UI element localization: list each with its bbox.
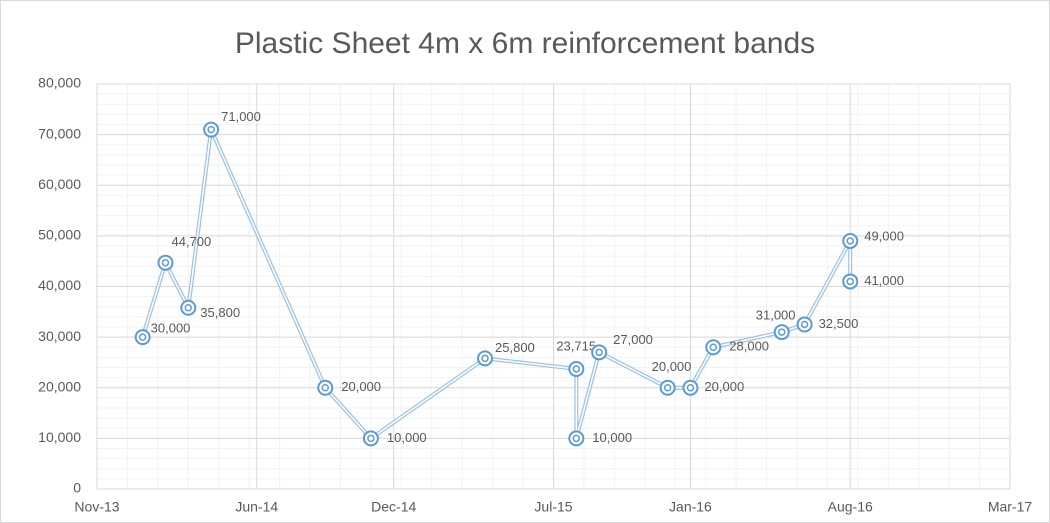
data-point-inner (778, 328, 786, 336)
data-point (842, 273, 859, 290)
data-label: 23,715 (556, 338, 596, 353)
y-tick-label: 10,000 (38, 429, 81, 445)
data-point-inner (800, 320, 809, 329)
y-tick-label: 50,000 (38, 227, 81, 243)
data-point (568, 360, 585, 377)
data-label: 27,000 (613, 332, 653, 347)
data-label: 41,000 (864, 273, 904, 288)
y-tick-label: 0 (73, 480, 81, 496)
y-tick-label: 70,000 (38, 125, 81, 141)
y-tick-label: 20,000 (38, 378, 81, 394)
data-point-inner (709, 343, 718, 351)
data-point (203, 121, 220, 138)
data-label: 10,000 (592, 430, 632, 445)
x-tick-label: Jan-16 (669, 499, 712, 515)
data-point (180, 299, 197, 316)
data-point (659, 379, 676, 396)
x-tick-label: Dec-14 (371, 499, 416, 515)
data-point-inner (207, 125, 215, 134)
x-tick-label: Mar-17 (988, 499, 1033, 515)
x-tick-label: Jul-15 (534, 499, 572, 515)
data-point (362, 430, 379, 447)
data-point (842, 232, 859, 249)
y-tick-label: 30,000 (38, 328, 81, 344)
data-point (568, 430, 585, 447)
data-point-inner (572, 434, 581, 443)
data-label: 20,000 (652, 359, 692, 374)
data-point-inner (846, 277, 854, 286)
data-point (134, 329, 151, 346)
data-point-inner (663, 384, 672, 392)
data-label: 71,000 (221, 109, 261, 124)
data-point (157, 254, 174, 271)
x-tick-label: Aug-16 (828, 499, 873, 515)
y-tick-label: 80,000 (38, 75, 81, 91)
data-label: 28,000 (729, 339, 769, 354)
data-label: 20,000 (704, 379, 744, 394)
data-label: 35,800 (200, 305, 240, 320)
x-tick-label: Jun-14 (235, 499, 278, 515)
data-label: 10,000 (387, 430, 427, 445)
data-point-inner (184, 304, 193, 312)
data-point (682, 379, 699, 396)
data-point-inner (161, 258, 170, 267)
x-tick-label: Nov-13 (74, 499, 119, 515)
data-point (591, 344, 608, 361)
data-point (477, 350, 494, 367)
data-label: 20,000 (341, 379, 381, 394)
data-point-inner (321, 384, 329, 392)
y-tick-label: 60,000 (38, 176, 81, 192)
chart-title: Plastic Sheet 4m x 6m reinforcement band… (235, 27, 815, 60)
data-point-inner (481, 354, 489, 363)
data-point (705, 339, 722, 356)
data-label: 44,700 (171, 234, 211, 249)
data-label: 30,000 (151, 321, 191, 336)
data-point-inner (367, 434, 375, 443)
data-label: 49,000 (864, 228, 904, 243)
data-point-inner (572, 365, 581, 373)
data-point-inner (846, 237, 854, 245)
data-point (773, 324, 790, 341)
data-point-inner (595, 348, 603, 357)
y-tick-label: 40,000 (38, 277, 81, 293)
data-label: 31,000 (756, 308, 796, 323)
data-point-inner (138, 333, 147, 341)
data-point-inner (686, 384, 695, 392)
data-point (796, 316, 813, 333)
data-label: 32,500 (819, 316, 859, 331)
data-point (317, 379, 334, 396)
data-label: 25,800 (495, 340, 535, 355)
